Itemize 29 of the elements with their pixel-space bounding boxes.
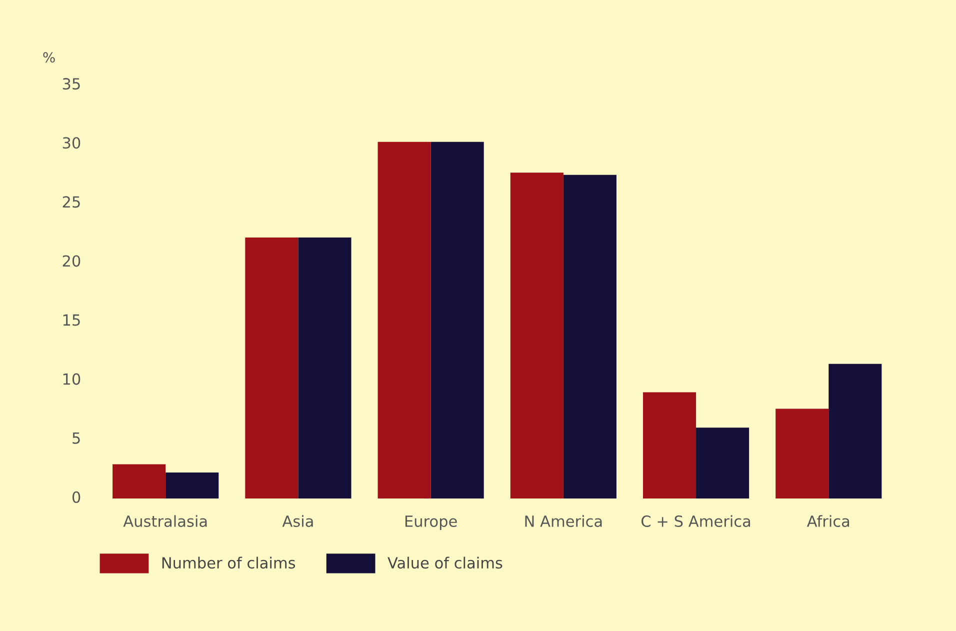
y-tick-label: 15 — [63, 314, 80, 326]
bar — [776, 408, 829, 498]
x-tick-label: Asia — [282, 515, 313, 527]
bar — [430, 142, 484, 498]
bar — [563, 174, 616, 498]
y-tick-label: 0 — [72, 491, 80, 503]
y-tick-label: 30 — [62, 137, 80, 149]
y-tick-label: 5 — [72, 432, 80, 444]
x-tick-label: N America — [525, 515, 602, 527]
bar — [642, 392, 696, 498]
legend-label: Value of claims — [388, 556, 502, 569]
y-tick-label: 10 — [63, 373, 80, 385]
y-tick-label: 25 — [62, 196, 80, 208]
bar — [298, 238, 352, 498]
bar — [378, 142, 431, 498]
bar — [696, 428, 750, 498]
x-tick-label: Europe — [405, 516, 457, 530]
y-axis-title: % — [43, 52, 55, 63]
bar — [245, 238, 298, 498]
bar — [828, 364, 882, 498]
y-tick-label: 35 — [62, 78, 80, 90]
bar — [112, 464, 166, 498]
y-tick-label: 20 — [62, 255, 80, 267]
x-tick-label: Africa — [806, 515, 850, 527]
bar — [166, 472, 219, 498]
x-tick-label: Australasia — [123, 515, 207, 527]
x-tick-label: C + S America — [642, 515, 750, 527]
bar — [510, 172, 564, 498]
legend-label: Number of claims — [162, 556, 296, 569]
